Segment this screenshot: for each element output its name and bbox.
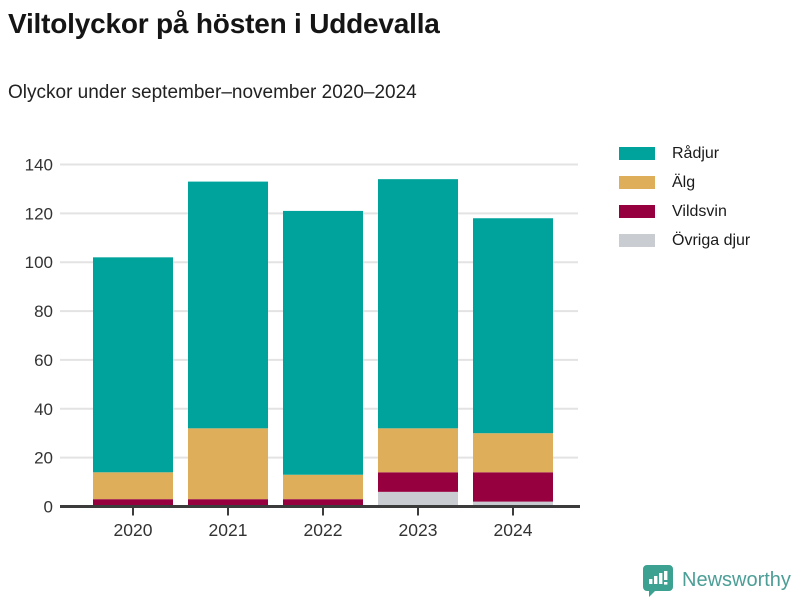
bar-segment-2021-Rådjur	[188, 181, 268, 429]
bar-segment-2024-Rådjur	[473, 218, 553, 434]
newsworthy-branding[interactable]: Newsworthy	[641, 563, 791, 597]
y-axis-tick-label: 60	[34, 351, 53, 370]
bar-segment-2023-Vildsvin	[378, 472, 458, 492]
chart-legend: Rådjur Älg Vildsvin Övriga djur	[619, 144, 751, 249]
y-axis-tick-label: 140	[25, 156, 53, 175]
bar-segment-2021-Vildsvin	[188, 499, 268, 507]
legend-item-ovriga-djur: Övriga djur	[619, 231, 751, 249]
y-axis-tick-label: 0	[44, 498, 53, 517]
bar-segment-2022-Älg	[283, 474, 363, 500]
bar-segment-2023-Älg	[378, 428, 458, 473]
legend-swatch-ovriga-djur	[619, 234, 655, 247]
newsworthy-logo-text: Newsworthy	[682, 568, 791, 591]
legend-swatch-vildsvin	[619, 205, 655, 218]
bar-segment-2023-Rådjur	[378, 179, 458, 429]
bar-segment-2023-Övriga djur	[378, 491, 458, 507]
legend-item-vildsvin: Vildsvin	[619, 202, 750, 220]
legend-label: Vildsvin	[672, 202, 727, 220]
y-axis-tick-label: 100	[25, 253, 53, 272]
x-axis-tick-label: 2020	[114, 520, 153, 540]
legend-swatch-alg	[619, 176, 655, 189]
x-axis-tick-label: 2022	[304, 520, 343, 540]
legend-label: Älg	[672, 173, 696, 191]
chart-title: Viltolyckor på hösten i Uddevalla	[8, 8, 440, 39]
bar-segment-2021-Älg	[188, 428, 268, 500]
legend-item-radjur: Rådjur	[619, 144, 750, 162]
bar-segment-2024-Vildsvin	[473, 472, 553, 502]
x-axis-tick-label: 2024	[494, 520, 533, 540]
bar-segment-2024-Älg	[473, 433, 553, 473]
bar-segment-2020-Älg	[93, 472, 173, 500]
legend-label: Övriga djur	[672, 231, 751, 249]
legend-item-alg: Älg	[619, 173, 750, 191]
y-axis-tick-label: 120	[25, 204, 53, 223]
chart-subtitle: Olyckor under september–november 2020–20…	[8, 82, 417, 103]
legend-swatch-radjur	[619, 147, 655, 160]
x-axis-tick-label: 2021	[209, 520, 248, 540]
bar-segment-2022-Vildsvin	[283, 499, 363, 507]
x-axis-tick-label: 2023	[399, 520, 438, 540]
bar-chart-speech-bubble-icon	[643, 565, 673, 597]
y-axis-tick-label: 40	[34, 400, 53, 419]
speech-bubble-shape	[643, 565, 673, 597]
bar-segment-2022-Rådjur	[283, 210, 363, 475]
bar-segment-2024-Övriga djur	[473, 501, 553, 507]
bar-segment-2020-Vildsvin	[93, 499, 173, 507]
legend-label: Rådjur	[672, 144, 720, 162]
y-axis-tick-label: 80	[34, 302, 53, 321]
y-axis-tick-label: 20	[34, 449, 53, 468]
bar-segment-2020-Rådjur	[93, 257, 173, 473]
